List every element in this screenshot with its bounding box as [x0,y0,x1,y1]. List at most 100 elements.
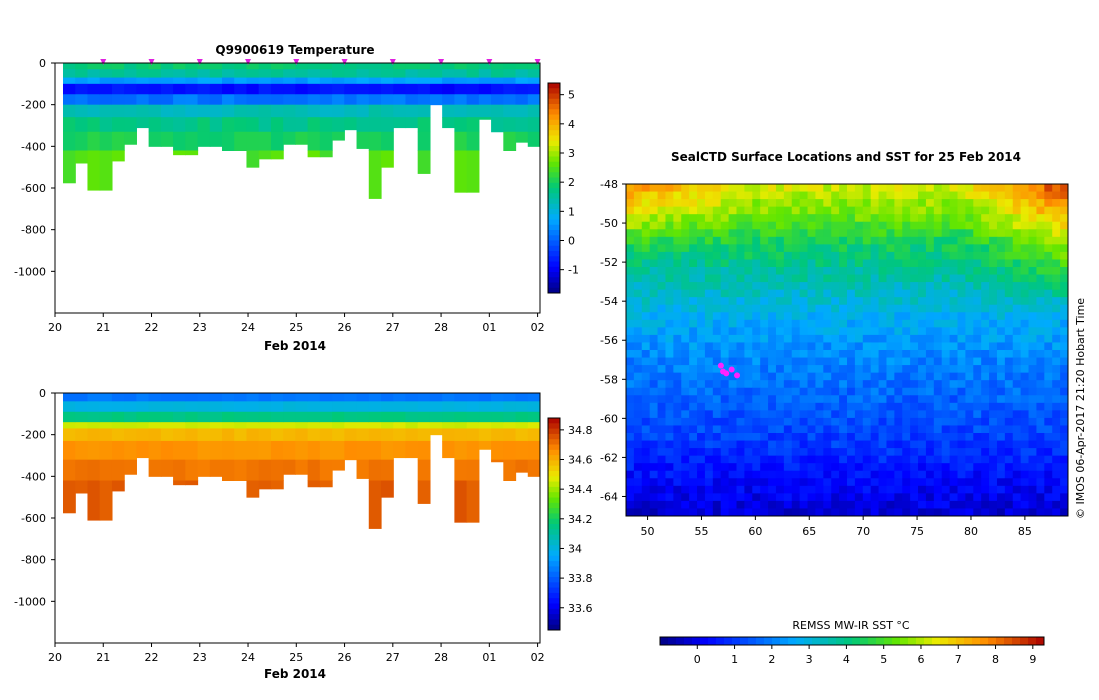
section-cell [307,117,321,133]
sst-cell [799,214,809,223]
sst-cell [673,455,682,464]
section-cell [332,440,345,461]
sst-cell [744,387,753,396]
sst-cell [673,267,682,276]
sst-cell [870,236,880,245]
sst-cell [831,402,840,411]
sst-cell [681,372,690,381]
section-cell [503,440,517,461]
sst-cell [1020,357,1030,366]
sst-cell [910,440,919,449]
sst-cell [689,199,698,208]
sst-cell [878,244,887,253]
section-cell [307,411,321,423]
section-cell [185,83,199,95]
colorbar-swatch [548,114,560,121]
section-cell [442,401,455,413]
sst-cell [626,508,635,516]
sst-cell [1060,229,1068,238]
sst-cell [957,470,966,479]
sst-cell [894,402,903,411]
sst-cell [815,455,824,464]
sst-cell [760,417,769,426]
sst-cell [965,493,974,502]
sst-cell [728,357,737,366]
sst-cell [1004,221,1014,230]
sst-cell [862,221,872,230]
sst-cell [925,229,935,238]
sst-cell [673,214,682,223]
sst-cell [894,236,903,245]
sst-cell [1060,259,1068,268]
section-cell [222,401,235,413]
sst-cell [886,282,895,291]
sst-cell [1036,297,1045,306]
sst-cell [862,357,872,366]
sst-cell [697,191,706,200]
sst-cell [1028,463,1037,472]
sst-cell [973,342,982,351]
sst-cell [894,478,903,487]
colorbar-swatch [876,637,885,645]
sst-cell [657,282,666,291]
sst-cell [783,470,793,479]
sst-cell [775,433,785,442]
colorbar-swatch [908,637,917,645]
sst-cell [1012,319,1022,328]
sst-cell [1060,206,1068,215]
sst-cell [807,372,816,381]
sst-cell [736,274,745,283]
sst-cell [681,221,690,230]
sst-cell [965,282,974,291]
x-tick-label: 22 [145,321,159,334]
sst-cell [878,274,887,283]
sst-cell [744,334,753,343]
section-cell [454,401,468,413]
sst-cell [1028,478,1037,487]
sst-cell [823,463,832,472]
section-cell [209,422,223,429]
sst-cell [665,274,674,283]
section-cell [160,411,174,423]
sst-cell [775,350,785,359]
section-cell [393,422,407,429]
sst-cell [823,500,832,509]
section-cell [185,459,199,481]
profile-marker [438,59,445,65]
sst-cell [973,199,982,208]
sst-cell [697,199,706,208]
section-cell [270,69,284,79]
sst-cell [839,410,848,419]
sst-cell [807,297,816,306]
section-cell [283,393,296,402]
section-cell [478,393,492,402]
sst-cell [870,244,880,253]
sst-cell [847,372,856,381]
sst-cell [981,470,990,479]
sst-cell [862,342,872,351]
sst-cell [1020,274,1030,283]
section-cell [344,401,358,413]
sst-cell [760,478,769,487]
section-cell [197,104,211,118]
sst-cell [1012,334,1022,343]
sst-cell [973,410,982,419]
section-cell [295,77,309,85]
section-cell [270,411,284,423]
sst-cell [1028,485,1037,494]
colorbar-swatch [548,465,560,472]
section-cell [234,63,248,70]
sst-cell [854,327,864,336]
section-cell [124,401,137,413]
sst-cell [673,282,682,291]
sst-cell [807,508,816,516]
sst-cell [736,244,745,253]
sst-cell [989,199,998,208]
sst-cell [649,282,659,291]
section-cell [295,117,309,133]
sst-cell [925,365,935,374]
sst-cell [949,214,958,223]
section-cell [222,393,235,402]
sst-cell [902,191,911,200]
sst-cell [831,478,840,487]
